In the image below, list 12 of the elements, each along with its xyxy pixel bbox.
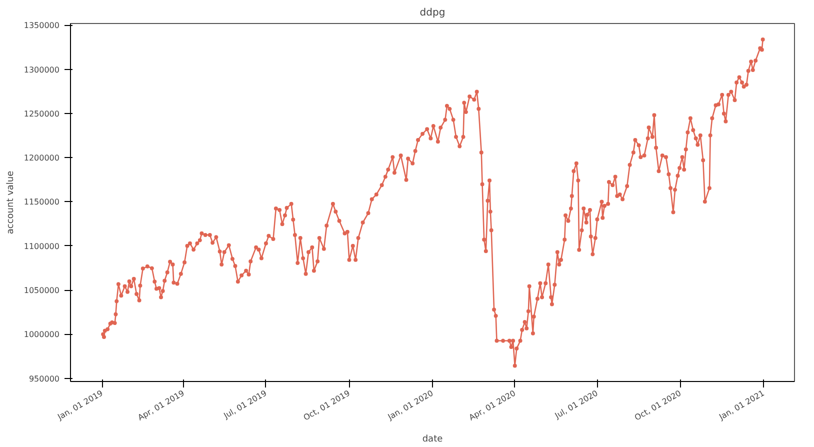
y-tick-label: 1150000 xyxy=(24,198,60,207)
y-tick-label: 1100000 xyxy=(24,242,60,251)
y-tick-label: 950000 xyxy=(28,374,60,384)
y-tick-label: 1050000 xyxy=(24,286,60,296)
chart-title: ddpg xyxy=(420,8,446,18)
y-axis-title: account value xyxy=(6,170,16,234)
y-tick-label: 1200000 xyxy=(24,154,60,163)
y-tick-label: 1000000 xyxy=(24,330,60,340)
x-axis-title: date xyxy=(422,434,444,444)
y-tick-label: 1350000 xyxy=(24,21,60,30)
y-tick-label: 1250000 xyxy=(24,109,60,118)
y-tick-label: 1300000 xyxy=(24,65,60,74)
